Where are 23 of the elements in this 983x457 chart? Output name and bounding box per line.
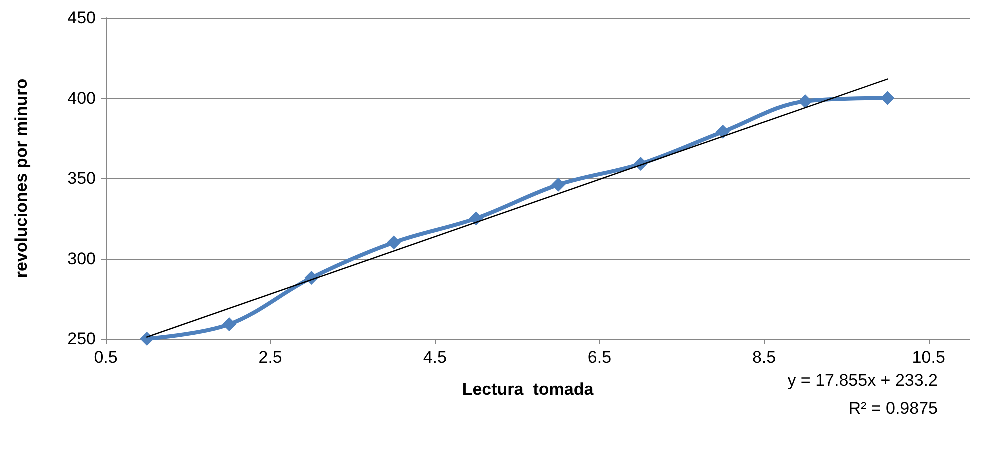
y-tick-label: 250 (68, 330, 96, 348)
x-tick-label: 2.5 (258, 348, 282, 367)
x-tick-label: 8.5 (752, 348, 776, 367)
x-axis-title: Lectura tomada (462, 380, 594, 399)
x-tick-label: 4.5 (423, 348, 447, 367)
point (798, 94, 812, 108)
y-tick-label: 400 (68, 88, 96, 108)
point (469, 212, 484, 226)
y-axis-title: revoluciones por minuro (12, 78, 31, 278)
point (222, 318, 236, 332)
text: R² = 0.9875 (848, 399, 938, 418)
y-tick-label: 300 (68, 249, 96, 268)
x-tick-label: 10.5 (912, 348, 946, 367)
y-tick-label: 450 (68, 8, 96, 28)
point (716, 124, 730, 139)
point (387, 236, 401, 250)
y-tick-label: 350 (68, 169, 96, 188)
x-tick-label: 0.5 (94, 348, 118, 367)
point (552, 178, 566, 192)
point (880, 91, 895, 106)
x-tick-label: 6.5 (588, 348, 612, 367)
point (140, 332, 154, 346)
text: y = 17.855x + 233.2 (788, 371, 938, 390)
